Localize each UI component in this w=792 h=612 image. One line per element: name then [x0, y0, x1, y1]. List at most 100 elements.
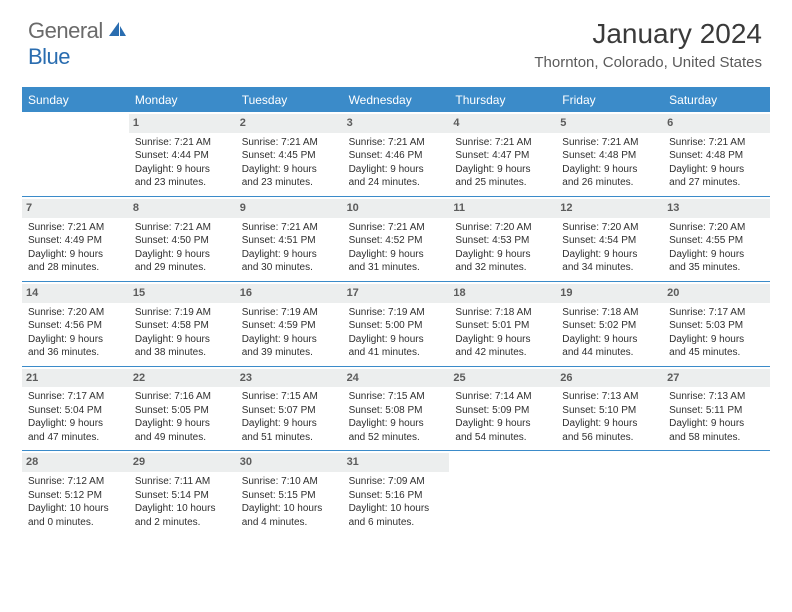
day-number: 29: [129, 453, 236, 472]
day-number: 1: [129, 114, 236, 133]
daylight-text: and 31 minutes.: [349, 261, 444, 275]
day-number: 7: [22, 199, 129, 218]
daylight-text: Daylight: 9 hours: [349, 248, 444, 262]
sunset-text: Sunset: 5:12 PM: [28, 489, 123, 503]
sunset-text: Sunset: 5:07 PM: [242, 404, 337, 418]
daylight-text: Daylight: 9 hours: [135, 417, 230, 431]
day-number: 14: [22, 284, 129, 303]
day-cell: 21Sunrise: 7:17 AMSunset: 5:04 PMDayligh…: [22, 367, 129, 451]
sunrise-text: Sunrise: 7:21 AM: [562, 136, 657, 150]
day-number: 5: [556, 114, 663, 133]
sail-icon: [107, 20, 127, 43]
week-row: 21Sunrise: 7:17 AMSunset: 5:04 PMDayligh…: [22, 367, 770, 452]
sunrise-text: Sunrise: 7:21 AM: [28, 221, 123, 235]
dow-monday: Monday: [129, 89, 236, 112]
sunrise-text: Sunrise: 7:21 AM: [669, 136, 764, 150]
day-cell: 29Sunrise: 7:11 AMSunset: 5:14 PMDayligh…: [129, 451, 236, 535]
day-number: 22: [129, 369, 236, 388]
day-cell: 3Sunrise: 7:21 AMSunset: 4:46 PMDaylight…: [343, 112, 450, 196]
sunrise-text: Sunrise: 7:21 AM: [135, 221, 230, 235]
week-row: 1Sunrise: 7:21 AMSunset: 4:44 PMDaylight…: [22, 112, 770, 197]
daylight-text: Daylight: 9 hours: [135, 333, 230, 347]
sunrise-text: Sunrise: 7:19 AM: [349, 306, 444, 320]
day-cell: 2Sunrise: 7:21 AMSunset: 4:45 PMDaylight…: [236, 112, 343, 196]
day-number: 8: [129, 199, 236, 218]
daylight-text: Daylight: 9 hours: [135, 163, 230, 177]
day-cell: 18Sunrise: 7:18 AMSunset: 5:01 PMDayligh…: [449, 282, 556, 366]
dow-row: SundayMondayTuesdayWednesdayThursdayFrid…: [22, 89, 770, 112]
week-row: 28Sunrise: 7:12 AMSunset: 5:12 PMDayligh…: [22, 451, 770, 535]
daylight-text: Daylight: 10 hours: [349, 502, 444, 516]
day-number: 13: [663, 199, 770, 218]
day-cell: 11Sunrise: 7:20 AMSunset: 4:53 PMDayligh…: [449, 197, 556, 281]
calendar: SundayMondayTuesdayWednesdayThursdayFrid…: [22, 87, 770, 535]
sunset-text: Sunset: 4:48 PM: [562, 149, 657, 163]
sunrise-text: Sunrise: 7:21 AM: [455, 136, 550, 150]
sunset-text: Sunset: 4:52 PM: [349, 234, 444, 248]
day-number: 18: [449, 284, 556, 303]
day-number: 6: [663, 114, 770, 133]
sunset-text: Sunset: 4:50 PM: [135, 234, 230, 248]
sunrise-text: Sunrise: 7:16 AM: [135, 390, 230, 404]
daylight-text: and 42 minutes.: [455, 346, 550, 360]
daylight-text: and 29 minutes.: [135, 261, 230, 275]
daylight-text: and 52 minutes.: [349, 431, 444, 445]
week-row: 14Sunrise: 7:20 AMSunset: 4:56 PMDayligh…: [22, 282, 770, 367]
sunset-text: Sunset: 5:08 PM: [349, 404, 444, 418]
day-number: 17: [343, 284, 450, 303]
daylight-text: and 28 minutes.: [28, 261, 123, 275]
day-number: 20: [663, 284, 770, 303]
day-cell: 27Sunrise: 7:13 AMSunset: 5:11 PMDayligh…: [663, 367, 770, 451]
dow-sunday: Sunday: [22, 89, 129, 112]
sunrise-text: Sunrise: 7:14 AM: [455, 390, 550, 404]
sunrise-text: Sunrise: 7:21 AM: [349, 136, 444, 150]
sunrise-text: Sunrise: 7:18 AM: [562, 306, 657, 320]
daylight-text: Daylight: 9 hours: [669, 333, 764, 347]
daylight-text: Daylight: 9 hours: [562, 248, 657, 262]
daylight-text: Daylight: 9 hours: [455, 248, 550, 262]
sunset-text: Sunset: 5:09 PM: [455, 404, 550, 418]
daylight-text: and 39 minutes.: [242, 346, 337, 360]
daylight-text: and 26 minutes.: [562, 176, 657, 190]
daylight-text: and 47 minutes.: [28, 431, 123, 445]
daylight-text: and 32 minutes.: [455, 261, 550, 275]
sunrise-text: Sunrise: 7:21 AM: [135, 136, 230, 150]
sunset-text: Sunset: 4:48 PM: [669, 149, 764, 163]
day-cell: 6Sunrise: 7:21 AMSunset: 4:48 PMDaylight…: [663, 112, 770, 196]
day-number: 15: [129, 284, 236, 303]
sunrise-text: Sunrise: 7:20 AM: [455, 221, 550, 235]
daylight-text: Daylight: 9 hours: [455, 333, 550, 347]
sunset-text: Sunset: 4:58 PM: [135, 319, 230, 333]
day-cell: 15Sunrise: 7:19 AMSunset: 4:58 PMDayligh…: [129, 282, 236, 366]
day-cell: 14Sunrise: 7:20 AMSunset: 4:56 PMDayligh…: [22, 282, 129, 366]
sunset-text: Sunset: 5:03 PM: [669, 319, 764, 333]
logo: General: [28, 18, 129, 44]
day-number: 26: [556, 369, 663, 388]
daylight-text: Daylight: 9 hours: [242, 248, 337, 262]
daylight-text: and 24 minutes.: [349, 176, 444, 190]
day-cell: 24Sunrise: 7:15 AMSunset: 5:08 PMDayligh…: [343, 367, 450, 451]
day-cell: 19Sunrise: 7:18 AMSunset: 5:02 PMDayligh…: [556, 282, 663, 366]
daylight-text: and 23 minutes.: [135, 176, 230, 190]
dow-wednesday: Wednesday: [343, 89, 450, 112]
day-cell: 9Sunrise: 7:21 AMSunset: 4:51 PMDaylight…: [236, 197, 343, 281]
day-cell: 20Sunrise: 7:17 AMSunset: 5:03 PMDayligh…: [663, 282, 770, 366]
day-cell: 12Sunrise: 7:20 AMSunset: 4:54 PMDayligh…: [556, 197, 663, 281]
empty-cell: [449, 451, 556, 535]
sunrise-text: Sunrise: 7:20 AM: [28, 306, 123, 320]
sunrise-text: Sunrise: 7:15 AM: [349, 390, 444, 404]
sunrise-text: Sunrise: 7:20 AM: [562, 221, 657, 235]
daylight-text: Daylight: 9 hours: [242, 417, 337, 431]
empty-cell: [663, 451, 770, 535]
day-cell: 13Sunrise: 7:20 AMSunset: 4:55 PMDayligh…: [663, 197, 770, 281]
daylight-text: and 51 minutes.: [242, 431, 337, 445]
logo-text-general: General: [28, 18, 103, 44]
daylight-text: Daylight: 9 hours: [28, 333, 123, 347]
daylight-text: Daylight: 10 hours: [242, 502, 337, 516]
day-number: 25: [449, 369, 556, 388]
day-number: 4: [449, 114, 556, 133]
title-block: January 2024 Thornton, Colorado, United …: [534, 18, 762, 71]
sunset-text: Sunset: 4:59 PM: [242, 319, 337, 333]
daylight-text: Daylight: 9 hours: [562, 417, 657, 431]
sunrise-text: Sunrise: 7:10 AM: [242, 475, 337, 489]
